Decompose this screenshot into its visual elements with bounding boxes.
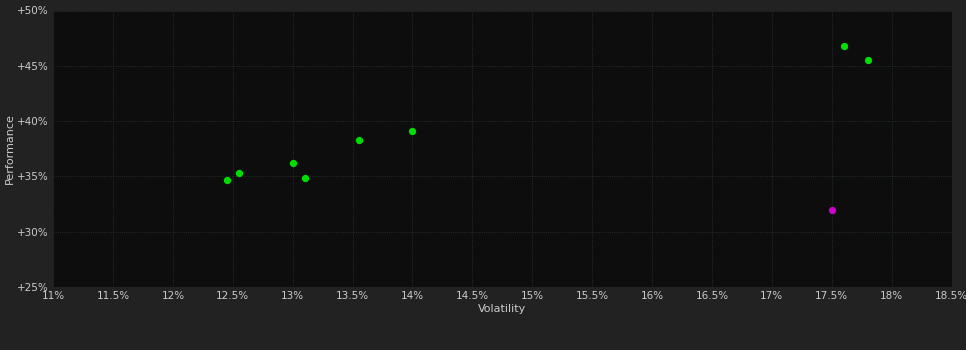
Point [860,57,875,63]
Point [836,43,851,49]
Point [285,160,300,166]
Point [297,175,312,180]
Point [231,170,246,176]
X-axis label: Volatility: Volatility [478,304,526,314]
Point [824,207,839,212]
Point [405,128,420,134]
Y-axis label: Performance: Performance [5,113,14,184]
Point [219,177,235,182]
Point [351,137,366,143]
